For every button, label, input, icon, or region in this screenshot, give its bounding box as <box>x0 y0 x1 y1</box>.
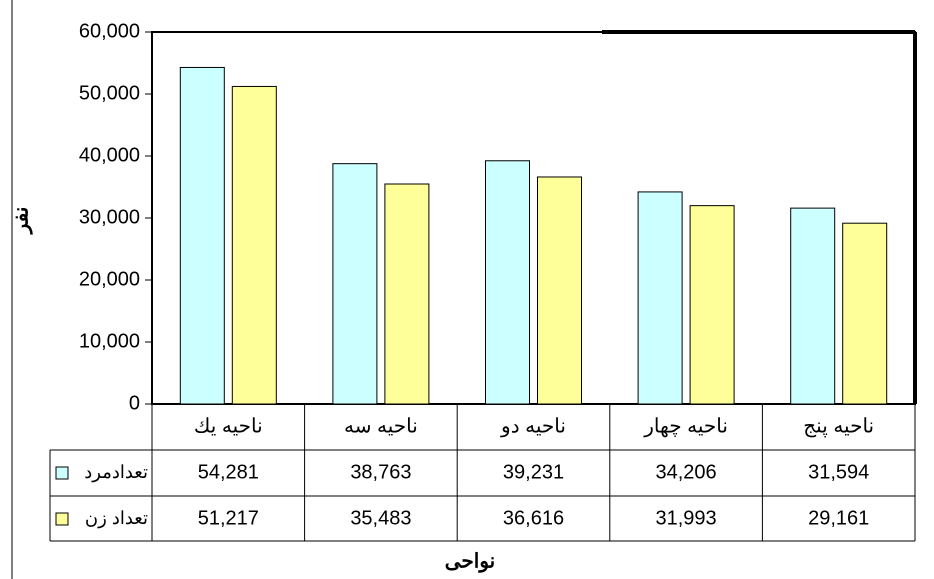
legend-label: تعدادمرد <box>84 462 148 483</box>
bar <box>485 160 530 405</box>
table-value: 54,281 <box>198 461 259 483</box>
bar <box>842 222 888 405</box>
bar <box>637 191 683 405</box>
x-tick-label: ناحیه سه <box>344 415 418 437</box>
y-tick-label: 30,000 <box>79 206 140 228</box>
bar <box>231 85 277 405</box>
table-value: 36,616 <box>503 507 564 529</box>
table-value: 31,594 <box>808 461 869 483</box>
y-tick-label: 10,000 <box>79 330 140 352</box>
x-tick-label: ناحیه يك <box>194 415 263 437</box>
bar <box>537 176 582 405</box>
x-axis-title: نواحی <box>445 550 496 573</box>
x-tick-label: ناحیه چهار <box>643 415 728 437</box>
legend-swatch <box>55 512 69 526</box>
bar <box>179 66 225 405</box>
table-value: 34,206 <box>656 461 717 483</box>
bar <box>790 207 836 405</box>
y-tick-label: 20,000 <box>79 268 140 290</box>
y-tick-label: 50,000 <box>79 82 140 104</box>
table-value: 29,161 <box>808 507 869 529</box>
y-tick-label: 0 <box>129 392 140 414</box>
table-value: 38,763 <box>350 461 411 483</box>
table-value: 51,217 <box>198 507 259 529</box>
y-axis-title: نفر <box>10 207 33 236</box>
y-tick-label: 60,000 <box>79 20 140 42</box>
bar <box>384 183 430 405</box>
y-tick-label: 40,000 <box>79 144 140 166</box>
legend-swatch <box>55 466 69 480</box>
bar <box>689 205 735 405</box>
x-tick-label: ناحیه پنج <box>803 415 874 437</box>
table-value: 35,483 <box>350 507 411 529</box>
bar <box>332 163 378 405</box>
table-value: 39,231 <box>503 461 564 483</box>
x-tick-label: ناحیه دو <box>500 415 566 437</box>
table-value: 31,993 <box>656 507 717 529</box>
legend-label: تعداد زن <box>85 508 148 529</box>
